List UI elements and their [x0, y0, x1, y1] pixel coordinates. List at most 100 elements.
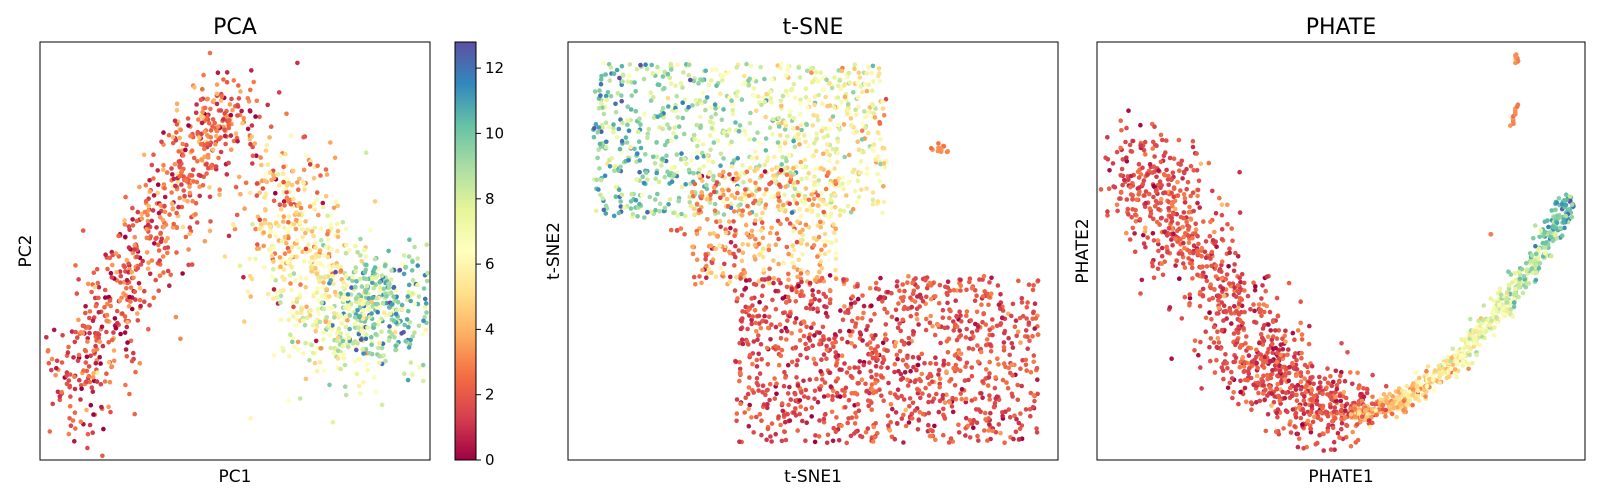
scatter-point	[174, 210, 179, 216]
scatter-point	[753, 212, 759, 218]
scatter-point	[347, 326, 352, 332]
scatter-point	[87, 330, 92, 336]
scatter-point	[92, 284, 98, 290]
scatter-point	[160, 254, 166, 259]
scatter-point	[625, 122, 630, 128]
scatter-point	[691, 78, 697, 84]
scatter-point	[611, 125, 616, 131]
scatter-point	[762, 99, 768, 105]
scatter-point	[400, 261, 405, 266]
scatter-point	[794, 239, 800, 245]
scatter-point	[617, 146, 623, 152]
scatter-point	[1238, 279, 1243, 285]
scatter-point	[926, 374, 932, 379]
scatter-point	[288, 225, 293, 230]
scatter-point	[75, 358, 81, 364]
scatter-point	[830, 394, 835, 399]
scatter-point	[117, 298, 123, 304]
scatter-point	[740, 241, 745, 247]
scatter-point	[231, 78, 237, 83]
scatter-point	[603, 211, 609, 216]
scatter-point	[1295, 431, 1301, 437]
scatter-point	[1150, 231, 1156, 236]
scatter-point	[143, 198, 149, 204]
scatter-point	[694, 150, 700, 155]
scatter-point	[174, 101, 180, 107]
scatter-point	[635, 129, 641, 134]
scatter-point	[807, 377, 813, 382]
scatter-point	[625, 118, 630, 123]
scatter-point	[1010, 373, 1015, 378]
scatter-point	[746, 342, 751, 347]
pca-title: PCA	[213, 15, 257, 40]
tsne-xlabel: t-SNE1	[784, 467, 842, 487]
scatter-point	[330, 323, 335, 328]
scatter-point	[1338, 398, 1344, 404]
scatter-point	[690, 103, 695, 108]
scatter-point	[1274, 295, 1280, 301]
scatter-point	[805, 271, 810, 276]
scatter-point	[127, 294, 132, 300]
scatter-point	[619, 93, 624, 98]
scatter-point	[312, 225, 317, 231]
scatter-point	[363, 290, 369, 295]
scatter-point	[1012, 324, 1018, 330]
scatter-point	[881, 357, 887, 363]
scatter-point	[207, 194, 213, 200]
scatter-point	[821, 352, 827, 357]
scatter-point	[363, 254, 369, 259]
scatter-point	[628, 117, 633, 123]
scatter-point	[1128, 173, 1134, 179]
scatter-point	[1195, 187, 1201, 193]
scatter-point	[708, 243, 714, 248]
scatter-point	[1287, 364, 1292, 370]
scatter-point	[793, 299, 799, 304]
scatter-point	[380, 300, 386, 306]
scatter-point	[825, 432, 831, 438]
scatter-point	[611, 122, 616, 127]
scatter-point	[254, 242, 260, 247]
scatter-point	[114, 308, 120, 314]
scatter-point	[154, 235, 159, 241]
scatter-point	[83, 304, 88, 309]
scatter-point	[73, 263, 78, 268]
scatter-point	[422, 296, 428, 302]
scatter-point	[108, 270, 114, 276]
scatter-point	[1337, 435, 1342, 440]
scatter-point	[688, 203, 694, 209]
scatter-point	[307, 162, 313, 167]
scatter-point	[44, 335, 49, 340]
scatter-point	[1165, 177, 1171, 182]
scatter-point	[278, 317, 284, 323]
scatter-point	[908, 313, 914, 319]
scatter-point	[802, 133, 807, 139]
scatter-point	[335, 229, 341, 234]
scatter-point	[762, 313, 767, 319]
scatter-point	[1236, 312, 1242, 317]
scatter-point	[178, 127, 184, 133]
scatter-point	[759, 432, 764, 438]
scatter-point	[345, 292, 351, 297]
scatter-point	[793, 345, 799, 350]
scatter-point	[1334, 386, 1340, 392]
scatter-point	[285, 182, 290, 188]
scatter-point	[757, 252, 762, 257]
scatter-point	[669, 138, 674, 144]
scatter-point	[691, 194, 696, 199]
scatter-point	[1274, 336, 1280, 341]
scatter-point	[838, 86, 844, 92]
scatter-point	[1266, 346, 1271, 352]
scatter-point	[399, 331, 404, 336]
scatter-point	[958, 313, 963, 318]
scatter-point	[833, 354, 839, 360]
scatter-point	[1227, 380, 1233, 386]
scatter-point	[158, 239, 164, 245]
scatter-point	[1258, 307, 1264, 313]
scatter-point	[715, 233, 720, 239]
scatter-point	[1337, 393, 1343, 399]
scatter-point	[1130, 225, 1136, 231]
scatter-point	[275, 171, 281, 177]
scatter-point	[1203, 239, 1209, 244]
scatter-point	[1140, 181, 1146, 187]
scatter-point	[863, 114, 868, 120]
